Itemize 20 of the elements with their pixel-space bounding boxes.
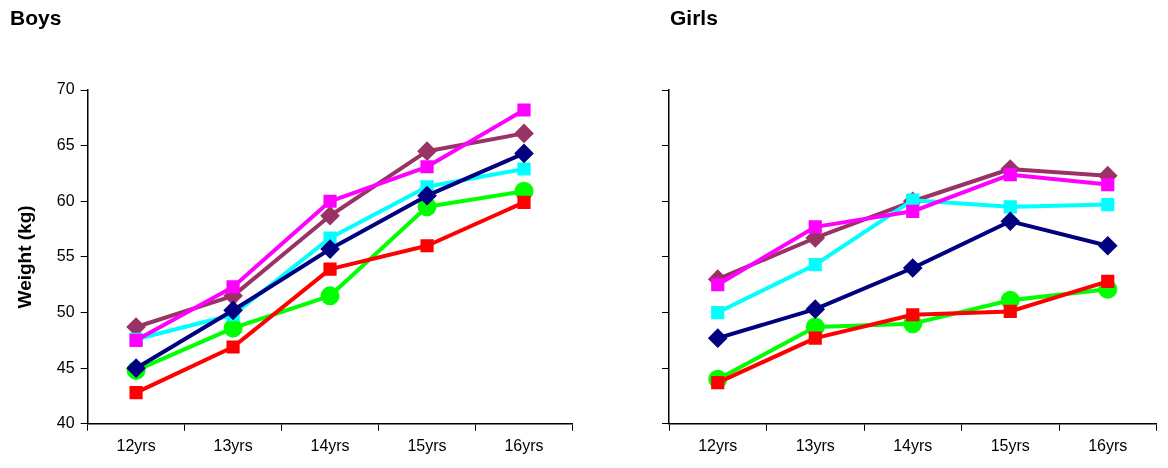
x-tick-label: 16yrs [504,436,544,454]
y-axis-title: Weight (kg) [13,205,35,309]
x-tick-label: 14yrs [893,436,933,454]
y-tick-label: 45 [56,358,75,376]
y-tick-label: 60 [56,191,75,209]
x-tick-label: 12yrs [116,436,156,454]
y-tick-label: 55 [56,247,75,265]
x-tick-label: 12yrs [698,436,738,454]
y-tick-label: 70 [56,80,75,98]
y-tick-label: 65 [56,136,75,154]
x-tick-label: 16yrs [1088,436,1128,454]
x-tick-label: 13yrs [213,436,253,454]
chart-title: Girls [670,6,718,30]
y-tick-label: 50 [56,302,75,320]
x-tick-label: 15yrs [990,436,1030,454]
y-tick-label: 40 [56,414,75,432]
chart-title: Boys [10,6,62,30]
x-tick-label: 14yrs [310,436,350,454]
x-tick-label: 15yrs [407,436,447,454]
x-tick-label: 13yrs [795,436,835,454]
